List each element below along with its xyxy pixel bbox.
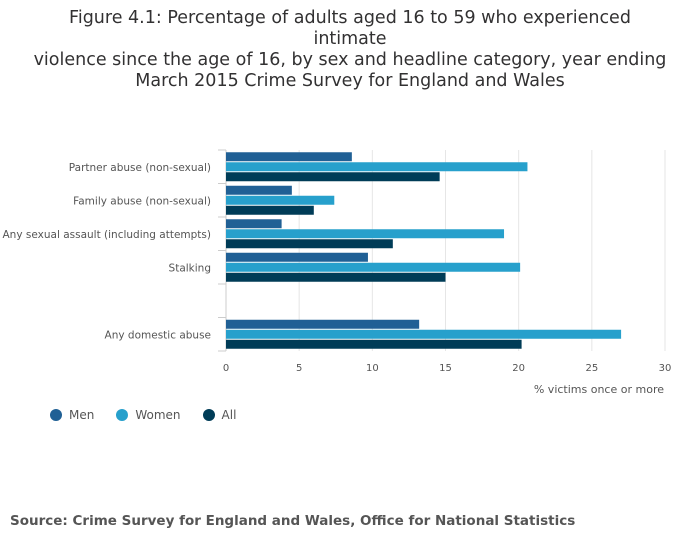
- x-tick-label: 30: [659, 363, 672, 374]
- bar-all-5: [226, 339, 522, 349]
- bar-men-0: [226, 152, 352, 162]
- legend-label-all: All: [221, 408, 237, 422]
- legend-item-women[interactable]: Women: [116, 408, 181, 422]
- category-label: Partner abuse (non-sexual): [69, 162, 211, 174]
- bar-all-0: [226, 172, 440, 182]
- bar-all-2: [226, 239, 393, 249]
- legend-label-men: Men: [69, 408, 95, 422]
- chart-title-line-2: violence since the age of 16, by sex and…: [33, 50, 667, 70]
- bar-men-1: [226, 185, 292, 195]
- legend-swatch-all: [202, 409, 215, 421]
- bar-men-2: [226, 219, 282, 229]
- x-tick-label: 0: [223, 363, 229, 374]
- category-label: Stalking: [169, 262, 211, 274]
- bar-women-0: [226, 162, 528, 172]
- bar-men-3: [226, 252, 368, 262]
- bar-men-5: [226, 319, 420, 329]
- category-label: Any domestic abuse: [105, 329, 211, 341]
- bar-women-1: [226, 195, 335, 205]
- legend-swatch-women: [116, 409, 129, 421]
- category-label: Family abuse (non-sexual): [73, 195, 211, 207]
- chart-title: Figure 4.1: Percentage of adults aged 16…: [30, 8, 670, 92]
- bar-women-2: [226, 229, 505, 239]
- x-tick-label: 10: [366, 363, 379, 374]
- x-tick-label: 15: [439, 363, 452, 374]
- legend-item-men[interactable]: Men: [50, 408, 94, 422]
- legend-label-women: Women: [135, 408, 181, 422]
- x-tick-label: 25: [585, 363, 598, 374]
- x-tick-label: 5: [296, 363, 302, 374]
- chart-title-line-3: March 2015 Crime Survey for England and …: [135, 71, 565, 91]
- bar-all-1: [226, 205, 314, 215]
- bar-women-3: [226, 262, 521, 272]
- source-note: Source: Crime Survey for England and Wal…: [10, 513, 576, 529]
- legend: Men Women All: [50, 408, 258, 422]
- legend-item-all[interactable]: All: [202, 408, 237, 422]
- bar-women-5: [226, 329, 622, 339]
- legend-swatch-men: [50, 409, 62, 421]
- chart-title-line-1: Figure 4.1: Percentage of adults aged 16…: [69, 8, 631, 49]
- category-label: Any sexual assault (including attempts): [3, 229, 212, 241]
- x-axis-title: % victims once or more: [534, 383, 664, 396]
- x-tick-label: 20: [512, 363, 525, 374]
- bar-all-3: [226, 272, 446, 282]
